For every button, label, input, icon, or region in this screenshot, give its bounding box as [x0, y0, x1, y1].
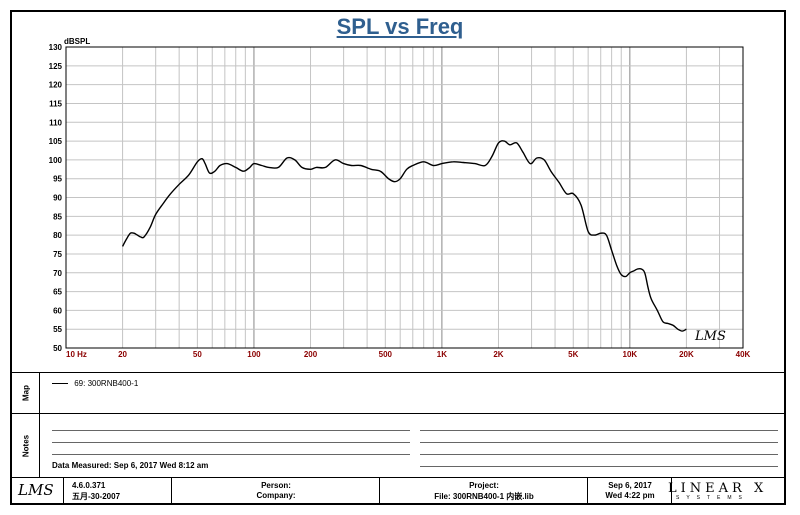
project-label: Project:	[469, 481, 499, 490]
note-line	[420, 466, 778, 467]
divider	[12, 477, 784, 478]
map-panel-label: Map	[12, 373, 40, 413]
x-tick-label: 10K	[623, 350, 638, 359]
y-tick-label: 65	[53, 288, 62, 297]
x-tick-label: 200	[304, 350, 318, 359]
y-tick-label: 125	[49, 62, 63, 71]
divider	[12, 372, 784, 373]
x-tick-label: 2K	[493, 350, 503, 359]
page-frame	[10, 10, 786, 505]
footer-person-cell: Person: Company:	[172, 478, 380, 503]
x-tick-label: 100	[247, 350, 261, 359]
version-text: 4.6.0.371	[72, 481, 106, 490]
x-tick-label: 1K	[437, 350, 447, 359]
y-tick-label: 80	[53, 231, 62, 240]
y-tick-label: 130	[49, 43, 63, 52]
footer-project-cell: Project: File: 300RNB400-1 内嵌.lib	[380, 478, 588, 503]
y-tick-label: 60	[53, 306, 62, 315]
y-tick-label: 55	[53, 325, 62, 334]
y-tick-label: 115	[49, 99, 62, 108]
x-tick-label: 20K	[679, 350, 694, 359]
x-tick-labels: 10 Hz 20 50 100 200 500 1K 2K 5K 10K 20K 40K	[66, 350, 751, 359]
legend-label: 69: 300RNB400-1	[74, 379, 139, 388]
time-text: Wed 4:22 pm	[605, 491, 655, 500]
watermark-signature: LMS	[694, 329, 726, 344]
series-line	[121, 140, 687, 332]
y-tick-label: 85	[53, 212, 62, 221]
note-line	[52, 454, 410, 455]
x-tick-label: 20	[118, 350, 127, 359]
x-tick-label: 40K	[736, 350, 751, 359]
y-tick-label: 75	[53, 250, 62, 259]
company-label: Company:	[256, 491, 296, 500]
note-line	[52, 442, 410, 443]
y-axis-label: dBSPL	[64, 37, 90, 46]
legend-item: 69: 300RNB400-1	[52, 379, 138, 388]
y-tick-label: 120	[49, 81, 63, 90]
y-tick-label: 95	[53, 175, 62, 184]
data-measured-text: Data Measured: Sep 6, 2017 Wed 8:12 am	[52, 461, 209, 470]
y-tick-label: 100	[49, 156, 63, 165]
notes-panel-label: Notes	[12, 414, 40, 477]
footer-date-cell: Sep 6, 2017 Wed 4:22 pm	[588, 478, 672, 503]
y-tick-label: 110	[49, 118, 62, 127]
note-line	[420, 430, 778, 431]
note-line	[420, 454, 778, 455]
footer-version-cell: 4.6.0.371 五月-30-2007	[64, 478, 172, 503]
footer-logo-cell: LMS	[12, 478, 64, 503]
linearx-subtitle: SYSTEMS	[676, 495, 749, 501]
x-tick-label: 10 Hz	[66, 350, 87, 359]
note-line	[52, 430, 410, 431]
linearx-logo: LINEAR X	[668, 481, 768, 496]
divider	[12, 413, 784, 414]
lms-logo: LMS	[18, 481, 54, 499]
x-tick-label: 500	[379, 350, 393, 359]
x-tick-label: 50	[193, 350, 202, 359]
version-date-text: 五月-30-2007	[72, 492, 121, 501]
file-label: File: 300RNB400-1 内嵌.lib	[434, 492, 534, 501]
footer-bar: LMS 4.6.0.371 五月-30-2007 Person: Company…	[12, 478, 784, 503]
note-line	[420, 442, 778, 443]
chart-title: SPL vs Freq	[336, 14, 464, 39]
plot-area	[65, 46, 744, 349]
y-tick-label: 105	[49, 137, 63, 146]
y-tick-label: 70	[53, 269, 62, 278]
y-tick-label: 50	[53, 344, 62, 353]
legend-swatch	[52, 383, 68, 385]
x-tick-label: 5K	[568, 350, 578, 359]
person-label: Person:	[261, 481, 291, 490]
y-tick-label: 90	[53, 194, 62, 203]
date-text: Sep 6, 2017	[608, 481, 652, 490]
y-tick-labels: 50 55 60 65 70 75 80 85 90 95 100 105 110 115 120 125 13…	[49, 43, 63, 353]
